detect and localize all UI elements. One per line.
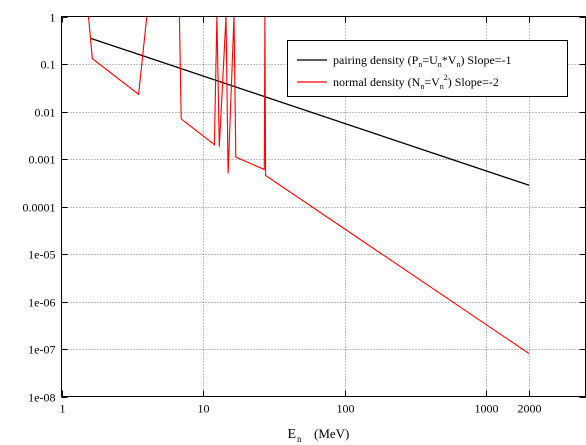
y-tick-label: 1e-07 — [28, 343, 55, 357]
y-tick-label: 1e-05 — [28, 248, 55, 262]
legend-label-part: =V — [424, 75, 440, 89]
plot-series — [87, 15, 530, 355]
y-tick-label: 1 — [50, 11, 56, 25]
x-axis-label: E n (MeV) — [287, 426, 349, 444]
x-tick-label: 2000 — [518, 402, 542, 416]
x-axis-label-unit: (MeV) — [314, 426, 349, 441]
legend-label-part: n — [438, 60, 442, 69]
legend-label-part: pairing density (P — [333, 53, 419, 67]
x-axis-label-subscript: n — [297, 434, 302, 444]
legend-label-part: n — [418, 60, 422, 69]
series-line-pairing-density — [90, 37, 530, 186]
x-tick-label: 100 — [337, 402, 355, 416]
legend-label-part: n — [440, 82, 444, 91]
legend-label: pairing density (Pn=Un*Vn) Slope=-1 — [333, 53, 512, 69]
legend-label-part: =U — [422, 53, 438, 67]
x-tick-label: 10 — [198, 402, 210, 416]
legend-label-part: normal density (N — [333, 75, 421, 89]
y-tick-label: 0.01 — [35, 106, 56, 120]
y-tick-label: 1e-06 — [28, 296, 55, 310]
legend-box — [287, 40, 568, 97]
y-tick-label: 1e-08 — [28, 391, 55, 405]
legend-label-part: n — [420, 82, 424, 91]
legend: pairing density (Pn=Un*Vn) Slope=-1norma… — [287, 40, 568, 97]
legend-label-part: *V — [442, 53, 457, 67]
x-axis-label-main: E — [287, 427, 296, 442]
legend-label-part: 2 — [444, 73, 448, 82]
legend-label: normal density (Nn=Vn2) Slope=-2 — [333, 73, 499, 91]
legend-label-part: n — [456, 60, 460, 69]
legend-label-part: ) Slope=-1 — [460, 53, 511, 67]
axis-ticks: 1 0.1 0.01 0.001 0.0001 1e-05 1e-06 1e-07 1e-08 1… — [23, 11, 586, 416]
y-tick-label: 0.001 — [29, 153, 56, 167]
x-tick-label: 1000 — [475, 402, 499, 416]
y-tick-label: 0.0001 — [23, 201, 56, 215]
series-line-normal-density — [87, 15, 530, 355]
y-tick-label: 0.1 — [41, 58, 56, 72]
legend-label-part: ) Slope=-2 — [448, 75, 499, 89]
x-tick-label: 1 — [60, 402, 66, 416]
